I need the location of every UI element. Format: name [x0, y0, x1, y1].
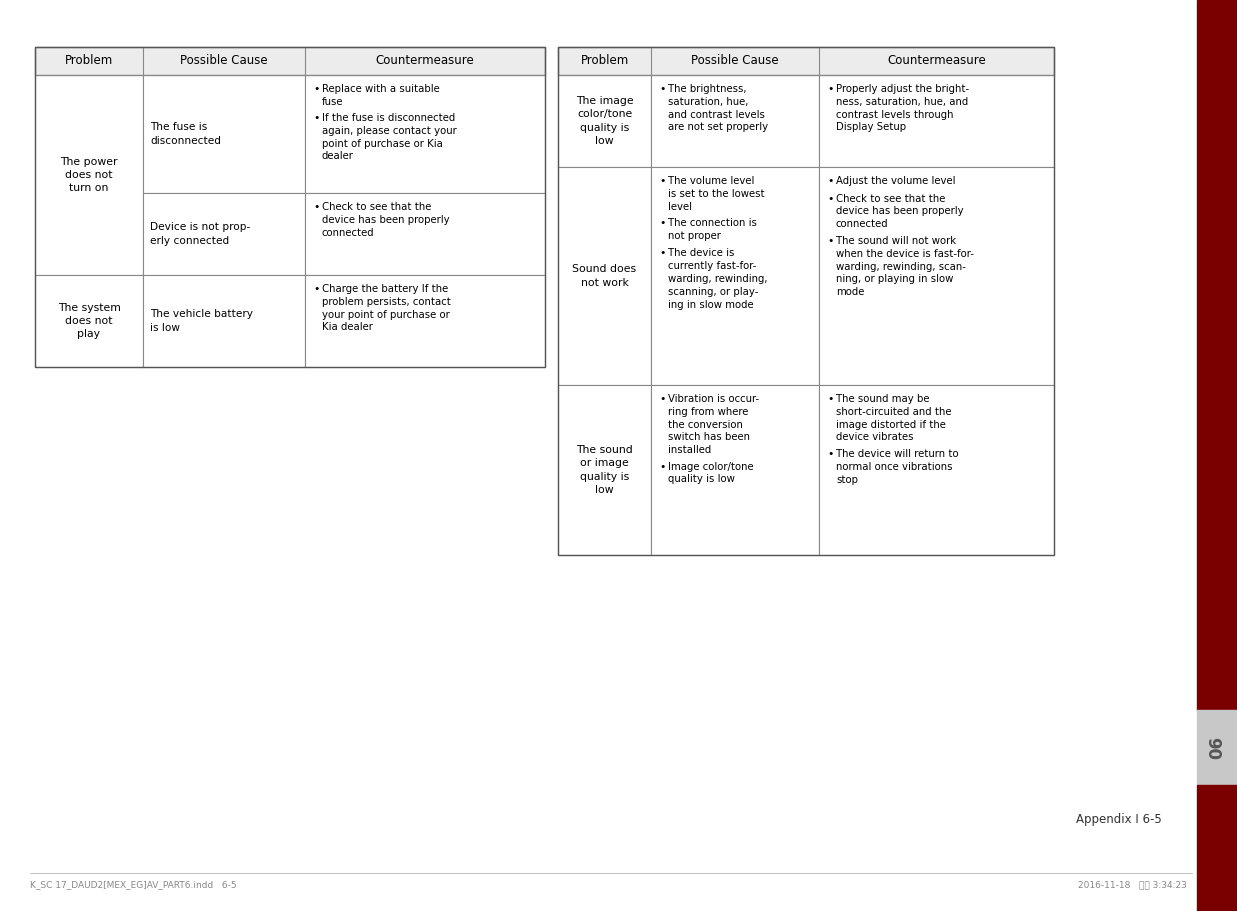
Text: •: • [828, 84, 834, 94]
Text: Problem: Problem [580, 55, 628, 67]
Bar [558, 47, 1054, 75]
Text: Replace with a suitable
fuse: Replace with a suitable fuse [322, 84, 439, 107]
Text: •: • [313, 202, 319, 212]
Bar [651, 385, 819, 555]
Text: •: • [313, 84, 319, 94]
Bar [651, 75, 819, 167]
Text: •: • [659, 219, 666, 229]
Bar [35, 47, 546, 75]
Text: •: • [659, 394, 666, 404]
Text: The vehicle battery
is low: The vehicle battery is low [150, 310, 254, 333]
Text: Adjust the volume level: Adjust the volume level [836, 176, 955, 186]
Text: K_SC 17_DAUD2[MEX_EG]AV_PART6.indd   6-5: K_SC 17_DAUD2[MEX_EG]AV_PART6.indd 6-5 [30, 881, 236, 889]
Bar [143, 275, 306, 367]
Bar [819, 75, 1054, 167]
Text: •: • [659, 176, 666, 186]
Text: •: • [828, 394, 834, 404]
Text: The sound may be
short-circuited and the
image distorted if the
device vibrates: The sound may be short-circuited and the… [836, 394, 951, 443]
Text: •: • [659, 249, 666, 259]
Text: Possible Cause: Possible Cause [181, 55, 268, 67]
Bar [558, 385, 651, 555]
Text: Sound does
not work: Sound does not work [573, 264, 637, 288]
Text: •: • [828, 236, 834, 246]
Text: The sound will not work
when the device is fast-for-
warding, rewinding, scan-
n: The sound will not work when the device … [836, 236, 974, 297]
Bar [558, 75, 651, 167]
Text: Countermeasure: Countermeasure [887, 55, 986, 67]
Text: The connection is
not proper: The connection is not proper [668, 219, 757, 241]
Bar [558, 47, 1054, 555]
Bar [558, 167, 651, 385]
Text: 06: 06 [1209, 736, 1226, 759]
Bar [143, 193, 306, 275]
Text: Device is not prop-
erly connected: Device is not prop- erly connected [150, 222, 250, 246]
Text: Properly adjust the bright-
ness, saturation, hue, and
contrast levels through
D: Properly adjust the bright- ness, satura… [836, 84, 969, 132]
Text: The device will return to
normal once vibrations
stop: The device will return to normal once vi… [836, 449, 959, 485]
Text: Image color/tone
quality is low: Image color/tone quality is low [668, 462, 753, 485]
Bar [651, 167, 819, 385]
Text: 2016-11-18   오후 3:34:23: 2016-11-18 오후 3:34:23 [1079, 881, 1188, 889]
Text: •: • [313, 113, 319, 123]
Text: •: • [313, 284, 319, 294]
Text: Appendix I 6-5: Appendix I 6-5 [1076, 814, 1162, 826]
Text: The power
does not
turn on: The power does not turn on [61, 157, 118, 193]
Text: The fuse is
disconnected: The fuse is disconnected [150, 122, 221, 146]
Bar [1197, 785, 1237, 911]
Text: The brightness,
saturation, hue,
and contrast levels
are not set properly: The brightness, saturation, hue, and con… [668, 84, 768, 132]
Bar [35, 75, 143, 275]
Text: •: • [659, 84, 666, 94]
Text: The image
color/tone
quality is
low: The image color/tone quality is low [575, 97, 633, 146]
Text: The volume level
is set to the lowest
level: The volume level is set to the lowest le… [668, 176, 764, 211]
Bar [35, 47, 546, 75]
Bar [306, 275, 546, 367]
Bar [143, 75, 306, 193]
Text: •: • [659, 462, 666, 472]
Bar [1197, 710, 1237, 785]
Bar [306, 193, 546, 275]
Bar [35, 275, 143, 367]
Text: Charge the battery If the
problem persists, contact
your point of purchase or
Ki: Charge the battery If the problem persis… [322, 284, 450, 333]
Text: The device is
currently fast-for-
warding, rewinding,
scanning, or play-
ing in : The device is currently fast-for- wardin… [668, 249, 767, 310]
Bar [819, 167, 1054, 385]
Text: Check to see that the
device has been properly
connected: Check to see that the device has been pr… [836, 193, 964, 229]
Text: •: • [828, 193, 834, 203]
Text: Possible Cause: Possible Cause [691, 55, 779, 67]
Bar [35, 47, 546, 367]
Text: •: • [828, 176, 834, 186]
Bar [558, 47, 1054, 75]
Text: The sound
or image
quality is
low: The sound or image quality is low [576, 445, 633, 495]
Text: Problem: Problem [64, 55, 113, 67]
Text: Vibration is occur-
ring from where
the conversion
switch has been
installed: Vibration is occur- ring from where the … [668, 394, 760, 456]
Text: If the fuse is disconnected
again, please contact your
point of purchase or Kia
: If the fuse is disconnected again, pleas… [322, 113, 456, 161]
Text: The system
does not
play: The system does not play [58, 302, 120, 339]
Text: Countermeasure: Countermeasure [376, 55, 474, 67]
Text: Check to see that the
device has been properly
connected: Check to see that the device has been pr… [322, 202, 449, 238]
Bar [306, 75, 546, 193]
Text: •: • [828, 449, 834, 459]
Bar [819, 385, 1054, 555]
Bar [1197, 0, 1237, 710]
